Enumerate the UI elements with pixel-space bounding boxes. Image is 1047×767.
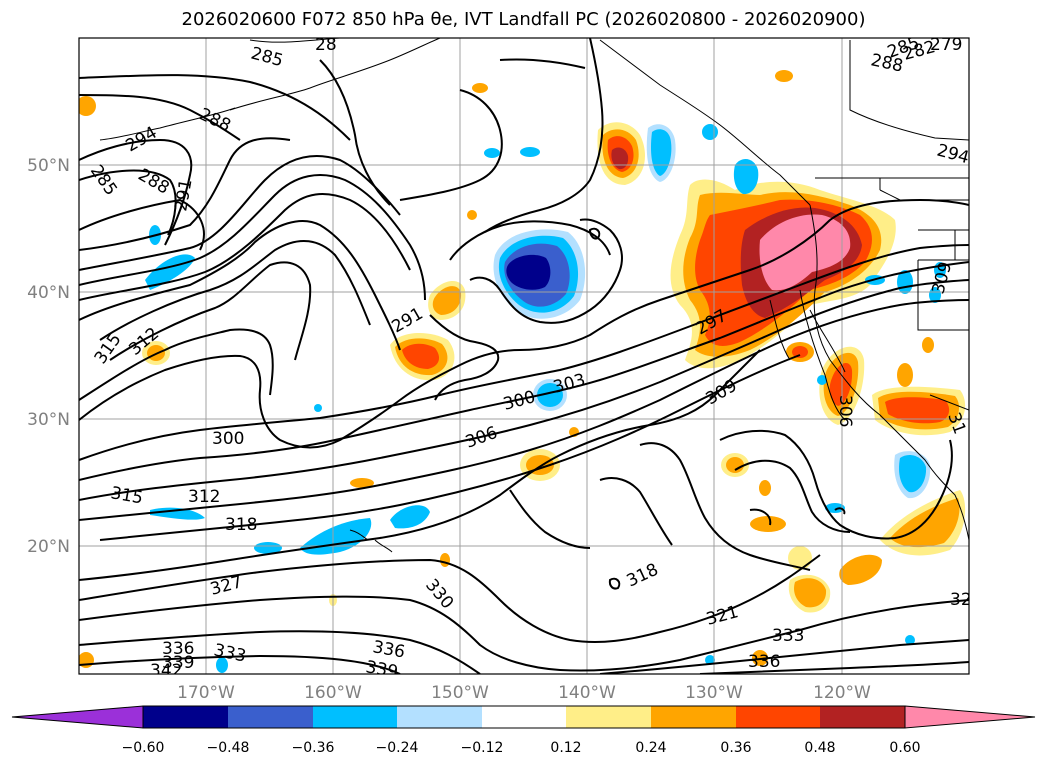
contour-label: 339	[364, 657, 399, 682]
shade-positive	[922, 337, 934, 353]
shade-positive	[79, 96, 96, 116]
colorbar-tick: −0.48	[207, 740, 250, 756]
contour-label: 342	[150, 661, 182, 681]
colorbar-frame	[142, 705, 906, 729]
map-area: 285 288 294 285 288 291 288 285 294 291 …	[79, 35, 972, 682]
shade-negative	[300, 518, 372, 555]
lat-axis: 50°N 40°N 30°N 20°N	[27, 156, 70, 557]
colorbar-tick: −0.24	[376, 740, 419, 756]
map-frame	[78, 37, 970, 675]
contour-label: 32	[950, 590, 972, 610]
map-title: 2026020600 F072 850 hPa θe, IVT Landfall…	[181, 9, 866, 30]
contour-label: 300	[212, 429, 244, 449]
lat-label: 30°N	[27, 410, 70, 430]
shade-negative	[520, 147, 540, 157]
shade-negative	[817, 375, 827, 385]
shade-negative	[537, 383, 563, 407]
shade-positive	[829, 363, 853, 406]
contour-label: 312	[188, 487, 220, 507]
contour-label: 306	[835, 395, 855, 427]
colorbar-extend-low	[11, 705, 144, 729]
shade-negative	[314, 404, 322, 412]
shade-positive	[350, 478, 374, 488]
colorbar-segment	[143, 706, 228, 728]
shade-positive	[839, 554, 882, 585]
colorbar-segment	[651, 706, 736, 728]
colorbar-extend-high	[904, 705, 1036, 729]
lon-label: 170°W	[177, 683, 235, 703]
colorbar-tick: 0.48	[804, 740, 835, 756]
shade-positive	[775, 70, 793, 82]
contour-label: 336	[748, 652, 780, 672]
shade-negative	[905, 635, 915, 645]
shade-negative	[899, 455, 927, 493]
shade-negative	[390, 505, 430, 529]
lon-label: 130°W	[685, 683, 743, 703]
colorbar-tick: −0.12	[461, 740, 504, 756]
lon-label: 140°W	[558, 683, 616, 703]
colorbar-tick: −0.36	[292, 740, 335, 756]
contour-label: 279	[930, 35, 962, 55]
colorbar-tick: 0.12	[550, 740, 581, 756]
colorbar-tick: 0.24	[635, 740, 666, 756]
colorbar-segment	[820, 706, 905, 728]
shade-positive	[759, 214, 851, 291]
colorbar-segment	[313, 706, 397, 728]
shade-positive	[788, 546, 812, 570]
shade-negative	[733, 158, 759, 195]
shade-negative	[506, 254, 551, 290]
shade-negative	[929, 287, 941, 303]
shade-positive	[402, 343, 440, 369]
lon-axis: 170°W 160°W 150°W 140°W 130°W 120°W	[177, 683, 871, 703]
shade-positive	[467, 210, 477, 220]
shade-positive	[759, 480, 771, 496]
colorbar-tick: 0.36	[720, 740, 751, 756]
shade-positive	[726, 457, 744, 473]
colorbar-segment	[228, 706, 313, 728]
colorbar-segment	[482, 706, 566, 728]
shade-positive	[885, 397, 950, 424]
shade-positive	[750, 516, 786, 532]
shade-negative	[650, 129, 672, 176]
shade-positive	[794, 578, 827, 608]
shade-positive	[472, 83, 488, 93]
shade-negative	[705, 655, 715, 665]
lat-label: 40°N	[27, 283, 70, 303]
shade-negative	[825, 503, 845, 513]
shade-negative	[216, 657, 228, 673]
contour-label: 333	[772, 626, 804, 646]
lat-label: 20°N	[27, 537, 70, 557]
lon-label: 120°W	[813, 683, 871, 703]
colorbar-tick: −0.60	[122, 740, 165, 756]
shade-positive	[440, 553, 450, 567]
theta-e-contours	[79, 38, 969, 674]
colorbar-segment	[566, 706, 651, 728]
contour-label: 339	[162, 653, 194, 673]
shade-negative	[254, 542, 282, 554]
lon-label: 160°W	[304, 683, 362, 703]
contour-label: 28	[315, 35, 337, 55]
shade-positive	[611, 147, 629, 170]
colorbar-segment	[736, 706, 820, 728]
colorbar-tick: 0.60	[889, 740, 920, 756]
lon-label: 150°W	[431, 683, 489, 703]
lat-label: 50°N	[27, 156, 70, 176]
coastlines	[99, 38, 969, 553]
contour-label: 318	[225, 515, 257, 535]
shade-positive	[792, 346, 808, 358]
shade-positive	[897, 363, 913, 387]
shade-negative	[484, 148, 500, 158]
shade-positive	[432, 286, 462, 315]
shaded-fields	[79, 70, 966, 673]
contour-label: 336	[162, 639, 194, 659]
colorbar-segment	[397, 706, 482, 728]
colorbar: −0.60 −0.48 −0.36 −0.24 −0.12 0.12 0.24 …	[11, 705, 1036, 756]
shade-negative	[702, 124, 718, 140]
